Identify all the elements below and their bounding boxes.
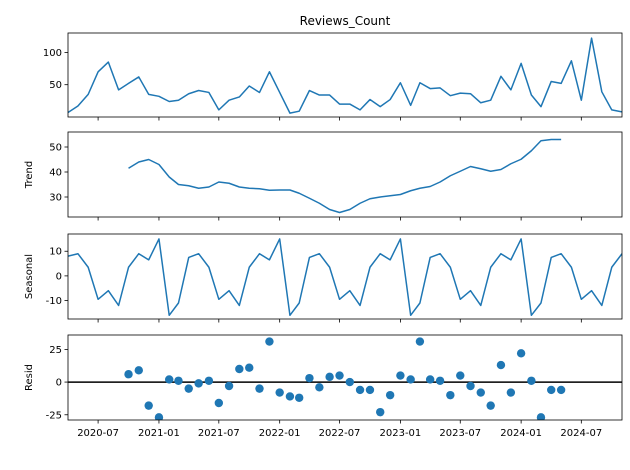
y-tick-label: 0 [56, 378, 62, 389]
resid-point [466, 381, 475, 391]
axes-frame [67, 233, 623, 320]
resid-point [245, 363, 254, 372]
series-line [68, 238, 622, 317]
resid-point [214, 398, 224, 408]
x-tick-label: 2021-01 [138, 428, 180, 439]
resid-point [335, 371, 344, 380]
resid-point [415, 337, 425, 346]
x-tick-label: 2023-01 [380, 428, 422, 439]
resid-point [406, 375, 415, 384]
resid-point [124, 370, 133, 379]
y-tick-label: 0 [56, 271, 62, 282]
resid-point [365, 385, 375, 395]
data-layer [68, 337, 622, 420]
resid-point [154, 413, 164, 420]
x-tick-label: 2022-01 [259, 428, 301, 439]
resid-point [204, 376, 214, 385]
resid-point [194, 379, 203, 388]
resid-point [516, 349, 526, 358]
y-tick-label: 25 [49, 345, 62, 356]
resid-point [265, 337, 274, 346]
y-tick-label: 50 [49, 80, 62, 91]
panel-1: 50 100 Reviews_Count [43, 14, 623, 121]
resid-point [174, 376, 183, 385]
y-axis-label: Trend [24, 161, 35, 189]
data-layer [68, 37, 622, 114]
y-tick-label: 30 [49, 193, 62, 204]
resid-point [556, 385, 566, 395]
resid-point [294, 393, 304, 402]
panel-2: 30 40 50 Trend [24, 131, 623, 221]
series-line [128, 138, 562, 214]
resid-point [527, 376, 536, 385]
resid-point [255, 384, 264, 393]
resid-point [456, 371, 465, 380]
axes-frame [67, 334, 623, 421]
resid-point [536, 413, 546, 420]
resid-point [305, 373, 314, 383]
resid-point [355, 385, 365, 395]
resid-point [345, 377, 354, 387]
y-tick-label: -10 [46, 296, 62, 307]
x-tick-label: 2024-07 [560, 428, 602, 439]
panel-4: 2020-07 2021-01 2021-07 2022-01 2022-07 2023-… [24, 334, 623, 439]
resid-point [275, 388, 284, 397]
chart-title: Reviews_Count [300, 14, 391, 28]
resid-point [134, 366, 143, 375]
resid-point [165, 375, 174, 384]
resid-point [285, 392, 295, 401]
resid-point [224, 381, 234, 391]
y-tick-label: -25 [46, 410, 62, 421]
y-tick-label: 40 [49, 168, 62, 179]
series-line [68, 37, 622, 114]
resid-point [476, 388, 485, 397]
y-axis-label: Resid [24, 364, 35, 391]
y-tick-label: 10 [49, 247, 62, 258]
axes-frame [67, 131, 623, 218]
data-layer [128, 138, 562, 214]
resid-point [385, 390, 395, 400]
x-tick-label: 2020-07 [77, 428, 119, 439]
resid-point [435, 376, 445, 385]
resid-point [325, 372, 334, 382]
resid-point [315, 383, 324, 392]
panels: 50 100 Reviews_Count 30 40 50 Trend -10 0 10 Seaso… [24, 14, 623, 439]
data-layer [68, 238, 622, 317]
x-tick-label: 2021-07 [198, 428, 240, 439]
resid-point [506, 388, 516, 397]
resid-point [396, 371, 405, 380]
x-tick-label: 2023-07 [439, 428, 481, 439]
resid-point [184, 384, 193, 393]
resid-point [144, 401, 153, 410]
x-tick-label: 2024-01 [500, 428, 542, 439]
resid-point [446, 390, 455, 400]
resid-point [235, 364, 244, 374]
resid-point [547, 385, 556, 395]
resid-point [496, 360, 506, 370]
resid-point [376, 407, 385, 417]
x-tick-label: 2022-07 [319, 428, 361, 439]
y-axis-label: Seasonal [24, 254, 35, 299]
resid-point [486, 401, 495, 410]
y-tick-label: 50 [49, 143, 62, 154]
y-tick-label: 100 [43, 48, 62, 59]
panel-3: -10 0 10 Seasonal [24, 233, 623, 323]
axes-frame [67, 32, 623, 118]
resid-point [425, 375, 435, 384]
